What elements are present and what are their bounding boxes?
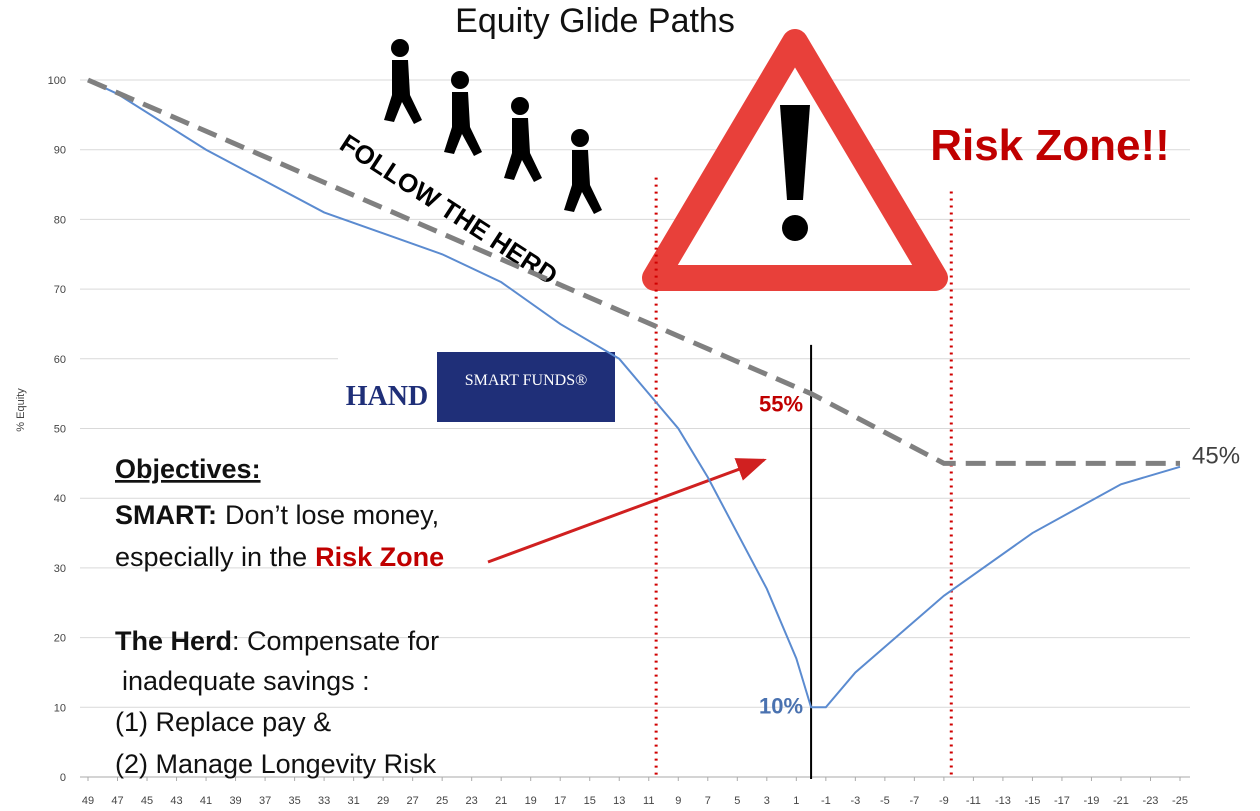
x-tick-label: 29 — [377, 795, 389, 807]
logo-hand: HAND — [346, 381, 428, 412]
herd-text: : Compensate for — [232, 626, 439, 656]
x-tick-label: 25 — [436, 795, 448, 807]
x-tick-label: 45 — [141, 795, 153, 807]
chart-title: Equity Glide Paths — [455, 2, 735, 40]
objectives-heading: Objectives: — [115, 454, 261, 484]
x-tick-label: -15 — [1024, 795, 1040, 807]
x-tick-label: -17 — [1054, 795, 1070, 807]
warning-sign — [655, 42, 935, 278]
x-tick-label: 33 — [318, 795, 330, 807]
value-label: 55% — [759, 392, 803, 417]
objectives: Objectives: SMART: Don’t lose money, espe… — [115, 454, 444, 779]
y-tick-label: 40 — [54, 493, 66, 505]
item-2: (2) Manage Longevity Risk — [115, 749, 437, 779]
logo-smart-funds: SMART FUNDS® — [465, 372, 588, 389]
x-tick-label: 5 — [734, 795, 740, 807]
y-tick-label: 30 — [54, 563, 66, 575]
y-tick-label: 90 — [54, 145, 66, 157]
smart-line-2: especially in the Risk Zone — [115, 542, 444, 572]
x-tick-label: -19 — [1084, 795, 1100, 807]
x-tick-label: 49 — [82, 795, 94, 807]
x-tick-label: 31 — [347, 795, 359, 807]
x-tick-label: 27 — [407, 795, 419, 807]
smart-line: SMART: Don’t lose money, — [115, 500, 439, 530]
risk-zone-title: Risk Zone!! — [930, 121, 1170, 170]
x-tick-label: 21 — [495, 795, 507, 807]
herd-label: The Herd — [115, 626, 232, 656]
item-1: (1) Replace pay & — [115, 707, 331, 737]
smart-text-2: especially in the — [115, 542, 307, 572]
line — [88, 80, 1180, 707]
smart-label: SMART: — [115, 500, 217, 530]
x-tick-label: 41 — [200, 795, 212, 807]
y-tick-label: 50 — [54, 424, 66, 436]
x-tick-label: 37 — [259, 795, 271, 807]
value-label: 45% — [1192, 442, 1240, 469]
smart-highlight: Risk Zone — [315, 542, 444, 572]
y-tick-label: 0 — [60, 772, 66, 784]
value-label: 10% — [759, 693, 803, 718]
y-tick-label: 60 — [54, 354, 66, 366]
page: 0102030405060708090100494745434139373533… — [0, 0, 1260, 811]
y-tick-label: 20 — [54, 633, 66, 645]
x-tick-label: 7 — [705, 795, 711, 807]
y-axis-label: % Equity — [15, 388, 27, 432]
x-tick-label: -1 — [821, 795, 831, 807]
x-tick-label: 39 — [229, 795, 241, 807]
x-tick-label: -9 — [939, 795, 949, 807]
logo: HAND SMART FUNDS® — [338, 352, 615, 422]
x-tick-label: 9 — [675, 795, 681, 807]
smart-text: Don’t lose money, — [225, 500, 439, 530]
x-tick-label: -13 — [995, 795, 1011, 807]
x-tick-label: -25 — [1172, 795, 1188, 807]
arrow — [488, 460, 764, 562]
chart: 0102030405060708090100494745434139373533… — [0, 0, 1260, 811]
x-tick-label: 11 — [643, 795, 654, 807]
x-tick-label: 13 — [613, 795, 625, 807]
x-tick-label: 47 — [111, 795, 123, 807]
x-tick-label: -5 — [880, 795, 890, 807]
x-tick-label: 23 — [466, 795, 478, 807]
x-tick-label: 15 — [584, 795, 596, 807]
x-tick-label: -21 — [1113, 795, 1129, 807]
x-tick-label: 1 — [793, 795, 799, 807]
x-tick-label: -7 — [909, 795, 919, 807]
herd-line: The Herd: Compensate for — [115, 626, 439, 656]
x-tick-label: -3 — [850, 795, 860, 807]
x-tick-label: 17 — [554, 795, 566, 807]
y-tick-label: 80 — [54, 214, 66, 226]
x-tick-label: -11 — [966, 795, 981, 807]
x-tick-label: 19 — [525, 795, 537, 807]
herd-text-2: inadequate savings : — [122, 666, 370, 696]
x-tick-label: 35 — [288, 795, 300, 807]
x-tick-label: 3 — [764, 795, 770, 807]
y-tick-label: 100 — [48, 75, 66, 87]
x-tick-label: -23 — [1143, 795, 1159, 807]
y-tick-label: 10 — [54, 702, 66, 714]
y-tick-label: 70 — [54, 284, 66, 296]
x-tick-label: 43 — [170, 795, 182, 807]
